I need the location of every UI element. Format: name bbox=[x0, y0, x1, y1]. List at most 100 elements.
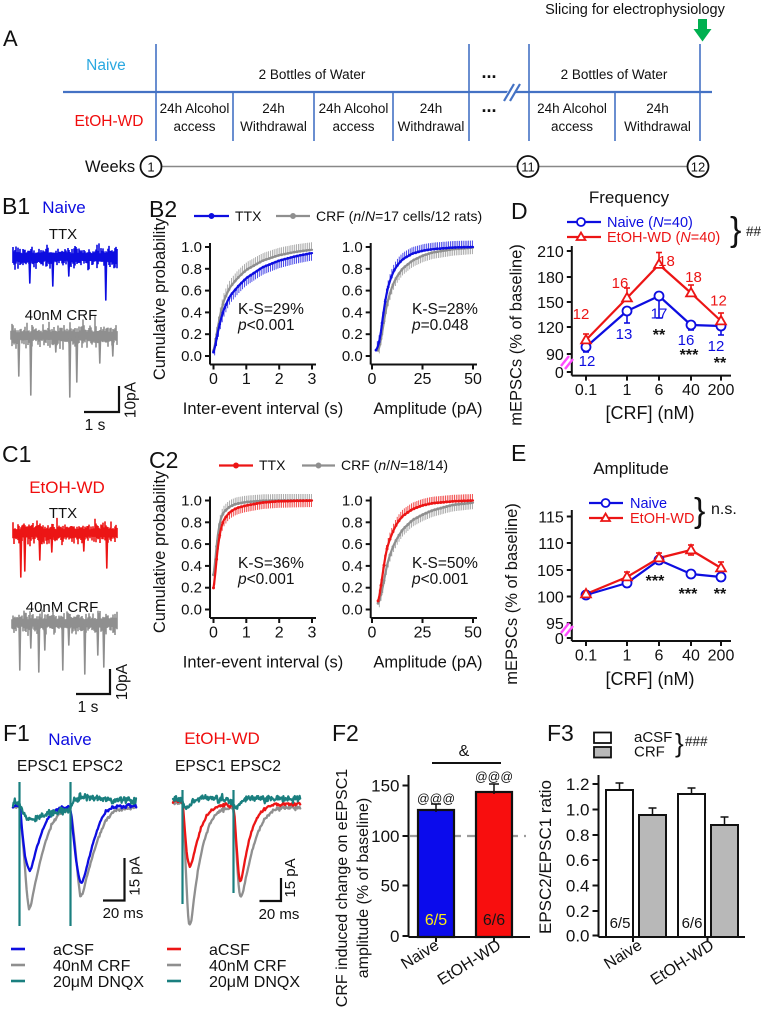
svg-text:17: 17 bbox=[651, 306, 668, 323]
svg-text:100: 100 bbox=[371, 827, 399, 846]
svg-text:6: 6 bbox=[655, 648, 664, 665]
svg-text:1: 1 bbox=[147, 160, 154, 175]
svg-text:Naive: Naive bbox=[86, 57, 126, 74]
svg-text:10pA: 10pA bbox=[123, 381, 140, 418]
svg-text:6/5: 6/5 bbox=[425, 912, 447, 929]
svg-text:0.0: 0.0 bbox=[181, 348, 202, 365]
svg-text:1 s: 1 s bbox=[78, 699, 99, 716]
svg-text:TTX: TTX bbox=[49, 505, 77, 522]
svg-text:p=0.048: p=0.048 bbox=[411, 317, 468, 334]
svg-text:0.8: 0.8 bbox=[342, 261, 363, 278]
svg-text:access: access bbox=[173, 119, 215, 134]
svg-text:6: 6 bbox=[655, 382, 664, 399]
svg-text:40: 40 bbox=[682, 382, 700, 399]
svg-text:A: A bbox=[3, 26, 18, 51]
svg-text:12: 12 bbox=[573, 306, 590, 323]
svg-text:12: 12 bbox=[691, 160, 705, 175]
svg-text:**: ** bbox=[714, 355, 727, 372]
svg-text:0.4: 0.4 bbox=[181, 558, 202, 575]
svg-text:Cumulative probability: Cumulative probability bbox=[151, 217, 169, 380]
svg-text:E: E bbox=[511, 440, 526, 466]
svg-text:24h: 24h bbox=[262, 101, 285, 116]
svg-text:0.2: 0.2 bbox=[181, 580, 202, 597]
svg-text:0.4: 0.4 bbox=[181, 304, 202, 321]
svg-text:&: & bbox=[459, 743, 470, 760]
svg-text:200: 200 bbox=[708, 382, 735, 399]
svg-text:amplitude (% of baseline): amplitude (% of baseline) bbox=[355, 798, 372, 979]
svg-text:0: 0 bbox=[555, 631, 564, 648]
svg-text:3: 3 bbox=[308, 371, 317, 388]
svg-text:}: } bbox=[694, 492, 705, 530]
svg-text:}: } bbox=[730, 211, 741, 249]
svg-text:TTX: TTX bbox=[49, 226, 77, 243]
svg-text:110: 110 bbox=[538, 536, 564, 553]
svg-text:n.s.: n.s. bbox=[711, 501, 737, 518]
svg-text:F3: F3 bbox=[547, 720, 574, 746]
svg-text:0: 0 bbox=[209, 625, 218, 642]
svg-text:CRF: CRF bbox=[634, 744, 665, 761]
svg-text:1.0: 1.0 bbox=[342, 493, 363, 510]
svg-text:3: 3 bbox=[308, 625, 317, 642]
svg-text:15 pA: 15 pA bbox=[127, 856, 144, 895]
svg-text:0.6: 0.6 bbox=[566, 851, 590, 870]
svg-text:0.2: 0.2 bbox=[342, 326, 363, 343]
svg-text:16: 16 bbox=[678, 332, 695, 349]
svg-text:24h Alcohol: 24h Alcohol bbox=[319, 101, 389, 116]
svg-text:0.2: 0.2 bbox=[566, 902, 590, 921]
svg-text:EPSC2/EPSC1 ratio: EPSC2/EPSC1 ratio bbox=[536, 780, 555, 934]
svg-text:40nM CRF: 40nM CRF bbox=[209, 958, 287, 975]
svg-text:Withdrawal: Withdrawal bbox=[398, 119, 465, 134]
svg-text:0.6: 0.6 bbox=[181, 283, 202, 300]
svg-text:20μM DNQX: 20μM DNQX bbox=[53, 974, 144, 991]
svg-text:50: 50 bbox=[464, 625, 482, 642]
svg-text:B2: B2 bbox=[149, 196, 177, 222]
svg-text:1: 1 bbox=[623, 382, 632, 399]
svg-text:10pA: 10pA bbox=[114, 663, 131, 700]
svg-text:150: 150 bbox=[537, 295, 564, 312]
svg-text:0.8: 0.8 bbox=[342, 514, 363, 531]
svg-text:1.0: 1.0 bbox=[566, 801, 590, 820]
svg-text:Withdrawal: Withdrawal bbox=[240, 119, 307, 134]
svg-text:EtOH-WD: EtOH-WD bbox=[630, 511, 694, 527]
svg-text:@@@: @@@ bbox=[417, 792, 455, 806]
svg-text:50: 50 bbox=[381, 877, 400, 896]
svg-text:90: 90 bbox=[546, 347, 564, 364]
svg-text:EtOH-WD: EtOH-WD bbox=[29, 478, 105, 497]
svg-text:Inter-event interval (s): Inter-event interval (s) bbox=[183, 400, 343, 418]
svg-text:40: 40 bbox=[682, 648, 700, 665]
svg-text:##: ## bbox=[746, 224, 762, 239]
svg-text:@@@: @@@ bbox=[475, 770, 513, 784]
svg-text:6/6: 6/6 bbox=[483, 912, 505, 929]
svg-text:12: 12 bbox=[710, 293, 727, 310]
svg-text:1.0: 1.0 bbox=[342, 239, 363, 256]
svg-text:C1: C1 bbox=[2, 441, 31, 467]
svg-text:***: *** bbox=[679, 586, 698, 603]
svg-text:6/6: 6/6 bbox=[682, 915, 703, 932]
svg-text:Slicing for electrophysiology: Slicing for electrophysiology bbox=[545, 2, 725, 18]
svg-text:Frequency: Frequency bbox=[589, 188, 670, 207]
svg-text:Inter-event interval (s): Inter-event interval (s) bbox=[183, 654, 343, 672]
svg-text:120: 120 bbox=[537, 320, 564, 337]
svg-text:K-S=36%: K-S=36% bbox=[238, 555, 304, 572]
svg-text:11: 11 bbox=[521, 160, 535, 175]
svg-text:2 Bottles of Water: 2 Bottles of Water bbox=[259, 67, 366, 82]
svg-text:Naive: Naive bbox=[42, 198, 85, 217]
svg-text:24h: 24h bbox=[420, 101, 443, 116]
svg-text:18: 18 bbox=[685, 269, 702, 286]
svg-text:12: 12 bbox=[579, 353, 596, 370]
svg-text:...: ... bbox=[481, 62, 496, 82]
svg-text:1: 1 bbox=[242, 371, 251, 388]
svg-text:[CRF] (nM): [CRF] (nM) bbox=[606, 669, 695, 689]
svg-text:EtOH-WD: EtOH-WD bbox=[184, 729, 260, 748]
svg-text:95: 95 bbox=[546, 616, 564, 633]
svg-text:TTX: TTX bbox=[235, 208, 262, 224]
svg-text:150: 150 bbox=[371, 777, 399, 796]
svg-text:20 ms: 20 ms bbox=[103, 905, 144, 922]
svg-text:D: D bbox=[511, 198, 528, 224]
svg-text:access: access bbox=[551, 119, 593, 134]
svg-text:40nM CRF: 40nM CRF bbox=[26, 599, 99, 616]
svg-text:1 s: 1 s bbox=[85, 417, 106, 434]
svg-text:18: 18 bbox=[658, 253, 675, 270]
svg-text:20μM DNQX: 20μM DNQX bbox=[209, 974, 300, 991]
svg-text:25: 25 bbox=[414, 625, 432, 642]
